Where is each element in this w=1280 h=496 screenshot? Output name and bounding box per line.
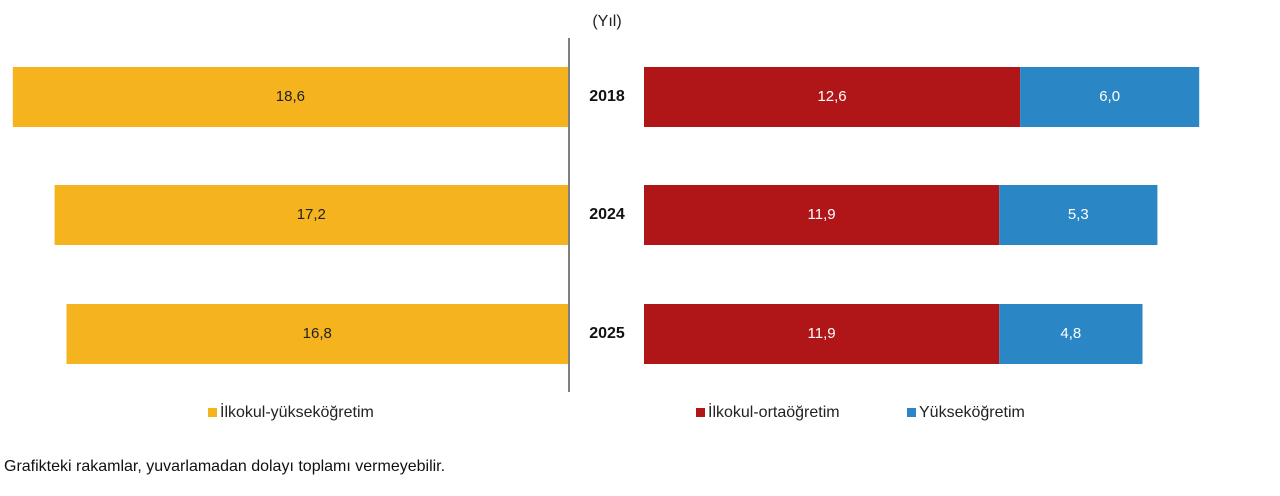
bar-left-2024 [54, 185, 568, 245]
category-label-2025: 2025 [589, 325, 625, 342]
legend-label-2: İlkokul-ortaöğretim [708, 402, 840, 421]
bar-left-2018 [12, 67, 569, 127]
year-axis-header: (Yıl) [592, 13, 621, 30]
category-label-2018: 2018 [589, 88, 625, 105]
bar-right-2-2024 [999, 185, 1158, 245]
footnote: Grafikteki rakamlar, yuvarlamadan dolayı… [4, 458, 446, 475]
legend-label-1: İlkokul-yükseköğretim [220, 402, 374, 421]
legend-swatch-1 [208, 408, 217, 417]
data-label-right-1-2024: 11,9 [808, 206, 836, 223]
legend-swatch-2 [696, 408, 705, 417]
legend-label-3: Yükseköğretim [919, 404, 1025, 421]
data-label-left-2024: 17,2 [297, 206, 326, 223]
data-label-right-2-2024: 5,3 [1068, 206, 1089, 223]
data-label-left-2025: 16,8 [303, 325, 332, 342]
bar-right-1-2025 [644, 304, 1000, 364]
data-label-right-1-2018: 12,6 [817, 88, 846, 105]
category-label-2024: 2024 [589, 206, 625, 223]
bar-right-1-2018 [644, 67, 1021, 127]
legend-swatch-3 [907, 408, 916, 417]
bar-left-2025 [66, 304, 569, 364]
bar-right-2-2025 [999, 304, 1143, 364]
bar-right-1-2024 [644, 185, 1000, 245]
data-label-right-2-2025: 4,8 [1060, 325, 1081, 342]
data-label-left-2018: 18,6 [276, 88, 305, 105]
data-label-right-2-2018: 6,0 [1099, 88, 1120, 105]
chart-canvas: (Yıl) 18,6 2018 12,6 6,0 17,2 2024 11,9 5,3 16,8 2… [12, 13, 1200, 421]
bar-right-2-2018 [1020, 67, 1200, 127]
data-label-right-1-2025: 11,9 [808, 325, 836, 342]
